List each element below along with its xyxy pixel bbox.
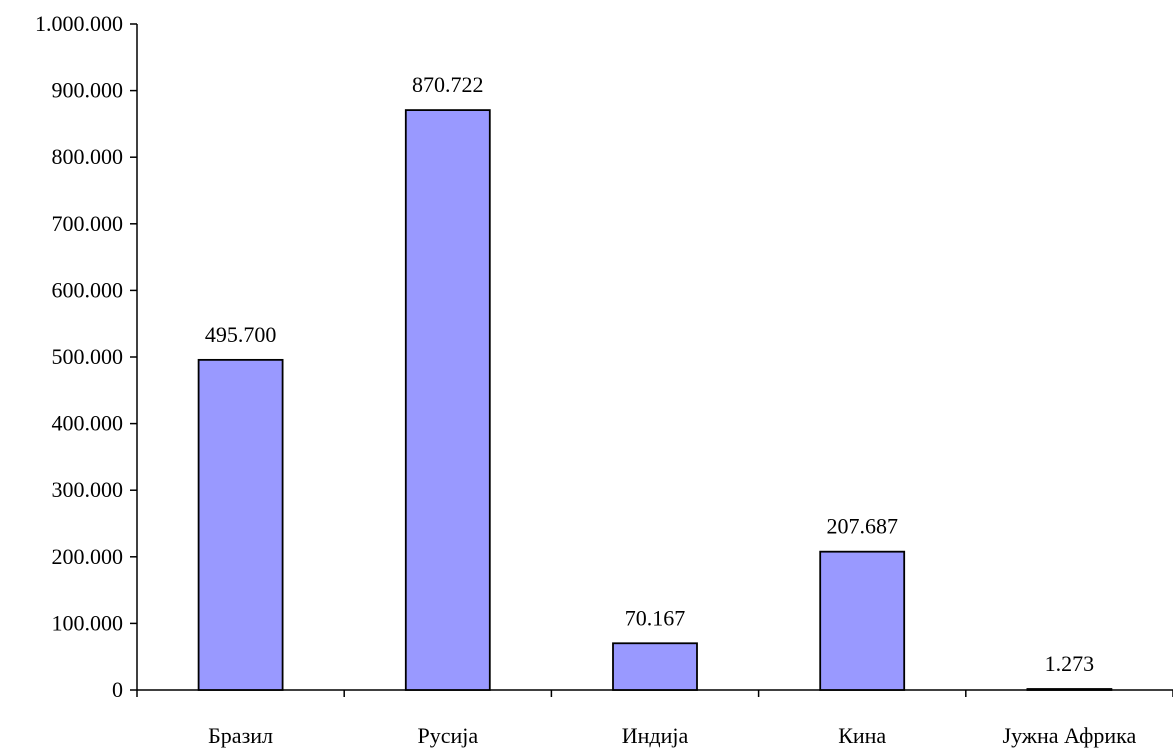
x-category-label: Индија (622, 723, 689, 748)
y-tick-label: 600.000 (52, 277, 124, 302)
y-tick-label: 500.000 (52, 344, 124, 369)
y-tick-label: 900.000 (52, 78, 124, 103)
bar-value-label: 207.687 (826, 514, 898, 539)
y-axis: 0 100.000 200.000 300.000 400.000 500.000 600.… (35, 11, 138, 702)
y-tick-label: 800.000 (52, 144, 124, 169)
data-labels: 495.700 870.722 70.167 207.687 1.273 (205, 72, 1094, 676)
x-axis: Бразил Русија Индија Кина Јужна Африка (136, 689, 1173, 748)
bar (197, 358, 284, 691)
y-tick-label: 100.000 (52, 610, 124, 635)
bar-value-label: 870.722 (412, 72, 484, 97)
bar-value-label: 495.700 (205, 322, 277, 347)
x-category-label: Бразил (208, 723, 273, 748)
bar (404, 109, 491, 691)
bar (1026, 688, 1113, 691)
bar-value-label: 1.273 (1045, 651, 1095, 676)
y-tick-label: 1.000.000 (35, 11, 123, 36)
x-category-label: Русија (417, 723, 478, 748)
y-tick-label: 700.000 (52, 211, 124, 236)
y-tick-label: 300.000 (52, 477, 124, 502)
x-category-label: Јужна Африка (1003, 723, 1137, 748)
x-category-label: Кина (838, 723, 886, 748)
y-tick-label: 400.000 (52, 411, 124, 436)
y-tick-label: 200.000 (52, 544, 124, 569)
bar-value-label: 70.167 (625, 605, 686, 630)
y-tick-label: 0 (112, 677, 123, 702)
bar (612, 642, 698, 691)
bars (197, 109, 1113, 691)
bar (819, 550, 906, 691)
